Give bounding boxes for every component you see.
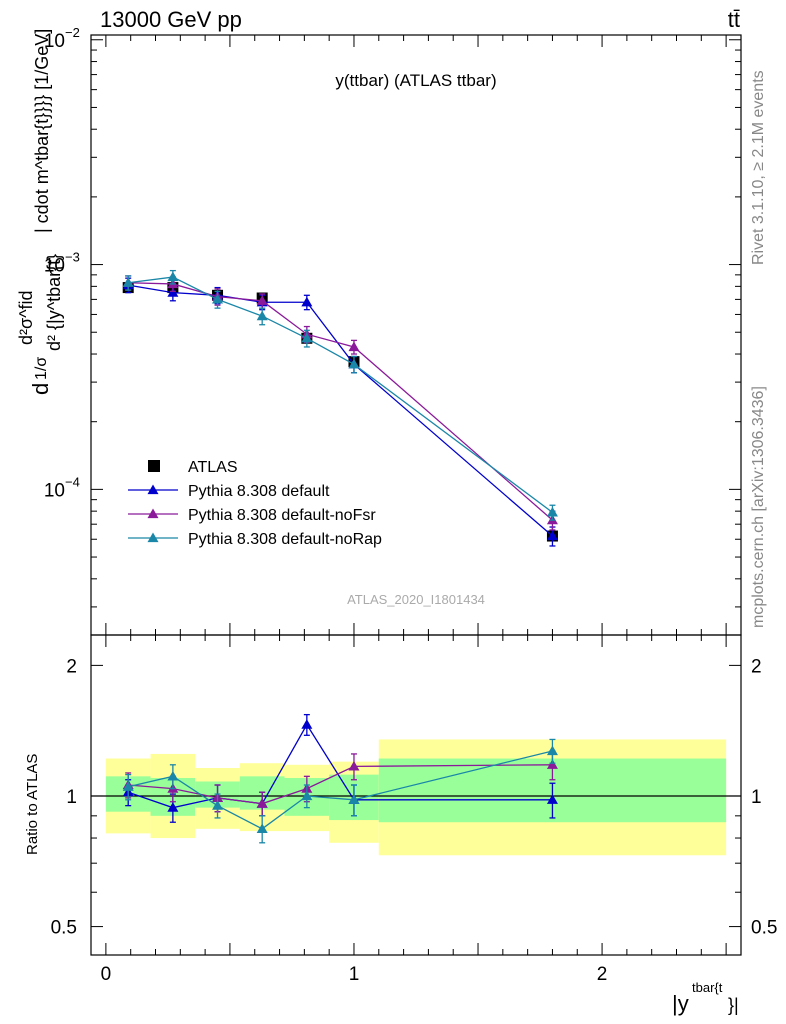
main-ytick-label: 10: [44, 31, 65, 52]
ratio-data-point: [348, 760, 360, 771]
watermark: ATLAS_2020_I1801434: [347, 592, 485, 607]
ratio-ytick-label-right: 1: [751, 787, 762, 808]
ratio-xlabel: |y tbar{t }|: [672, 980, 739, 1016]
ratio-panel: 2 2 1 1 0.5 0.5 0 1 2 Ratio to ATLAS |y tbar{t }…: [24, 634, 777, 1016]
ratio-series-layer: [122, 713, 558, 844]
ratio-ytick-label: 0.5: [51, 918, 77, 939]
data-point: [256, 310, 268, 321]
main-ylabel-d: d: [28, 383, 53, 395]
main-ylabel-frac: 1/σ: [33, 357, 50, 380]
legend-label: Pythia 8.308 default-noFsr: [188, 507, 376, 524]
data-point: [167, 271, 179, 282]
ratio-series-2: [122, 738, 558, 844]
ratio-axis-ticks: 2 2 1 1 0.5 0.5 0 1 2: [51, 635, 777, 985]
ratio-data-point: [301, 790, 313, 801]
ratio-xtick-label: 0: [101, 964, 112, 985]
data-point: [348, 341, 360, 352]
main-ylabel-bottom: d² {|y^tbar{t}: [44, 254, 64, 351]
ratio-data-point: [301, 719, 313, 729]
main-ytick-exponent: −4: [65, 474, 80, 489]
ratio-xtick-label: 2: [597, 964, 608, 985]
main-ylabel: d 1/σ d²σ^fid d² {|y^tbar{t} | cdot m^tb…: [16, 29, 64, 395]
energy-label: 13000 GeV pp: [100, 7, 242, 32]
ratio-xlabel-tail: }|: [728, 995, 739, 1015]
ratio-data-point: [212, 800, 224, 810]
main-panel: 10−210−310−4 y(ttbar) (ATLAS ttbar) ATLA…: [16, 25, 742, 636]
main-ytick-label: 10: [44, 480, 65, 501]
ratio-data-point: [122, 781, 134, 791]
legend-label: Pythia 8.308 default-noRap: [188, 531, 382, 548]
data-point: [301, 296, 313, 307]
ratio-bands: [91, 739, 741, 856]
ratio-xlabel-main: |y: [672, 991, 689, 1016]
data-point: [348, 358, 360, 369]
legend-entry: Pythia 8.308 default-noRap: [128, 531, 382, 548]
ratio-ytick-label-right: 0.5: [751, 918, 777, 939]
series-0: [122, 282, 558, 542]
legend-entry: ATLAS: [148, 459, 238, 476]
legend-entry: Pythia 8.308 default-noFsr: [128, 507, 376, 524]
ratio-xtick-label: 1: [349, 964, 360, 985]
data-point: [301, 332, 313, 343]
main-ylabel-top: d²σ^fid: [16, 290, 36, 345]
ratio-ytick-label: 2: [66, 656, 77, 677]
ratio-data-point: [546, 794, 558, 804]
ratio-data-point: [167, 770, 179, 781]
data-point: [122, 277, 134, 287]
ratio-ylabel: Ratio to ATLAS: [24, 754, 41, 855]
data-point: [546, 506, 558, 517]
ratio-ytick-label: 1: [66, 787, 77, 808]
ratio-data-point: [546, 759, 558, 769]
process-label: tt̄: [728, 7, 740, 32]
ratio-data-point: [348, 794, 360, 804]
main-title: y(ttbar) (ATLAS ttbar): [335, 71, 496, 90]
main-ytick-label: 10: [44, 256, 65, 277]
legend-entry: Pythia 8.308 default: [128, 483, 330, 500]
ratio-ytick-label-right: 2: [751, 656, 762, 677]
ratio-data-point: [546, 745, 558, 756]
legend: ATLAS Pythia 8.308 default Pythia 8.308 de…: [128, 459, 382, 548]
main-ytick-exponent: −3: [65, 250, 80, 265]
series-1: [122, 277, 558, 547]
main-ylabel-tail: | cdot m^tbar{t}}}} [1/GeV]: [32, 29, 52, 233]
ratio-data-point: [256, 798, 268, 808]
rivet-label: Rivet 3.1.10, ≥ 2.1M events: [750, 70, 767, 265]
main-ytick-exponent: −2: [65, 25, 80, 40]
legend-label: Pythia 8.308 default: [188, 483, 330, 500]
ratio-frame: [90, 634, 742, 956]
legend-label: ATLAS: [188, 459, 238, 476]
series-3: [122, 269, 558, 521]
ratio-xlabel-sup: tbar{t: [692, 980, 723, 995]
legend-swatch: [148, 460, 160, 472]
data-point: [256, 295, 268, 305]
legend-swatch: [147, 484, 159, 495]
main-axis-ticks: 10−210−310−4: [44, 25, 741, 635]
series-line: [128, 276, 553, 513]
data-point: [212, 293, 224, 304]
legend-swatch: [147, 508, 159, 519]
data-point: [546, 530, 558, 541]
ratio-data-point: [167, 802, 179, 812]
legend-swatch: [147, 532, 159, 543]
ratio-data-point: [256, 823, 268, 833]
main-series-layer: [122, 269, 558, 547]
mcplots-label: mcplots.cern.ch [arXiv:1306.3436]: [750, 386, 767, 628]
